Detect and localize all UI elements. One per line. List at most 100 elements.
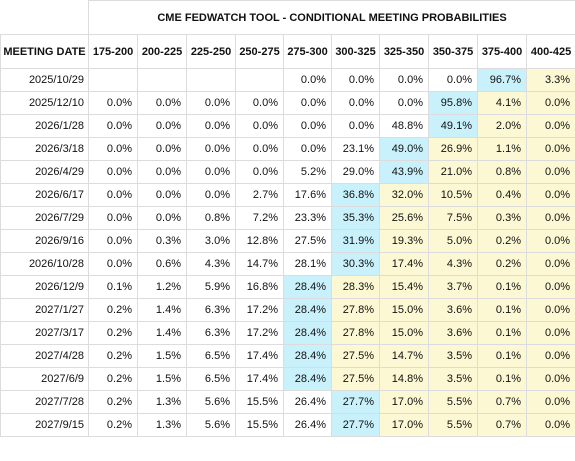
probability-cell: 16.8% (235, 275, 284, 299)
probability-cell: 14.7% (235, 252, 284, 276)
meeting-date-cell: 2026/4/29 (0, 160, 89, 184)
probability-cell: 27.7% (331, 390, 380, 414)
probability-cell: 0.1% (477, 321, 527, 345)
table-row: 2027/7/28 0.2% 1.3% 5.6% 15.5% 26.4% 27.7% 17.0… (0, 390, 575, 414)
probability-cell: 17.6% (283, 183, 332, 207)
probability-cell: 3.5% (428, 367, 478, 391)
table-row: 2026/1/28 0.0% 0.0% 0.0% 0.0% 0.0% 0.0% 48.8% 49… (0, 114, 575, 138)
probability-cell: 6.5% (186, 367, 236, 391)
column-header-range: 400-425 (525, 34, 575, 69)
table-body: 2025/10/29 0.0% 0.0% 0.0% 0.0% 96.7% 3.3% 2025/… (0, 68, 575, 437)
probability-cell: 28.3% (331, 275, 380, 299)
probability-cell: 1.4% (137, 321, 187, 345)
probability-cell: 15.4% (379, 275, 429, 299)
probability-cell: 0.0% (525, 183, 575, 207)
probability-cell: 17.4% (235, 344, 284, 368)
probability-cell: 7.5% (428, 206, 478, 230)
probability-cell (137, 68, 187, 92)
probability-cell: 0.0% (88, 91, 138, 115)
probability-cell: 0.0% (88, 252, 138, 276)
probability-cell: 0.0% (525, 206, 575, 230)
probability-cell: 36.8% (331, 183, 380, 207)
probability-cell: 0.2% (477, 229, 527, 253)
probability-cell: 27.5% (331, 367, 380, 391)
column-header-meeting-date: MEETING DATE (0, 34, 89, 69)
probability-cell: 28.4% (283, 367, 332, 391)
probability-cell: 48.8% (379, 114, 429, 138)
probability-cell: 0.2% (88, 413, 138, 437)
probability-cell: 26.4% (283, 413, 332, 437)
probability-cell: 0.0% (137, 137, 187, 161)
probability-cell: 10.5% (428, 183, 478, 207)
table-row: 2026/6/17 0.0% 0.0% 0.0% 2.7% 17.6% 36.8% 32.0%… (0, 183, 575, 207)
probability-cell: 3.5% (428, 344, 478, 368)
probability-cell: 0.7% (477, 390, 527, 414)
probability-cell: 23.1% (331, 137, 380, 161)
probability-cell: 28.4% (283, 321, 332, 345)
probability-cell: 4.3% (428, 252, 478, 276)
probability-cell (88, 68, 138, 92)
probability-cell (186, 68, 236, 92)
probability-cell: 0.0% (283, 114, 332, 138)
probability-cell: 1.1% (477, 137, 527, 161)
probability-cell: 0.3% (137, 229, 187, 253)
probability-cell: 28.4% (283, 298, 332, 322)
probability-cell: 15.5% (235, 413, 284, 437)
meeting-date-cell: 2026/9/16 (0, 229, 89, 253)
probability-cell: 0.0% (235, 137, 284, 161)
probability-cell: 0.0% (379, 91, 429, 115)
meeting-date-cell: 2025/10/29 (0, 68, 89, 92)
probability-cell: 0.0% (283, 137, 332, 161)
probability-cell: 0.2% (88, 367, 138, 391)
probability-cell: 21.0% (428, 160, 478, 184)
probability-cell: 0.2% (88, 321, 138, 345)
probability-cell: 0.0% (88, 114, 138, 138)
probability-cell: 0.0% (235, 114, 284, 138)
probability-cell: 0.0% (88, 160, 138, 184)
probability-cell: 32.0% (379, 183, 429, 207)
probability-cell: 0.0% (331, 68, 380, 92)
probability-cell: 0.4% (477, 183, 527, 207)
probability-cell: 0.0% (525, 137, 575, 161)
probability-cell: 5.5% (428, 413, 478, 437)
meeting-date-cell: 2027/9/15 (0, 413, 89, 437)
meeting-date-cell: 2026/1/28 (0, 114, 89, 138)
probability-cell: 35.3% (331, 206, 380, 230)
column-header-range: 225-250 (186, 34, 236, 69)
table-row: 2025/10/29 0.0% 0.0% 0.0% 0.0% 96.7% 3.3% (0, 68, 575, 92)
column-header-range: 200-225 (137, 34, 187, 69)
probability-cell: 1.5% (137, 344, 187, 368)
probability-cell: 5.9% (186, 275, 236, 299)
table-row: 2027/9/15 0.2% 1.3% 5.6% 15.5% 26.4% 27.7% 17.0… (0, 413, 575, 437)
table-row: 2026/9/16 0.0% 0.3% 3.0% 12.8% 27.5% 31.9% 19.3… (0, 229, 575, 253)
probability-cell: 2.7% (235, 183, 284, 207)
table-row: 2027/1/27 0.2% 1.4% 6.3% 17.2% 28.4% 27.8% 15.0… (0, 298, 575, 322)
meeting-date-cell: 2026/7/29 (0, 206, 89, 230)
probability-cell: 5.2% (283, 160, 332, 184)
table-row: 2026/7/29 0.0% 0.0% 0.8% 7.2% 23.3% 35.3% 25.6%… (0, 206, 575, 230)
table-corner (0, 0, 89, 35)
probability-cell: 19.3% (379, 229, 429, 253)
probability-cell: 27.5% (331, 344, 380, 368)
meeting-date-cell: 2026/6/17 (0, 183, 89, 207)
probability-cell: 15.0% (379, 321, 429, 345)
probability-cell: 14.7% (379, 344, 429, 368)
probability-cell: 27.8% (331, 298, 380, 322)
probability-cell: 0.0% (137, 91, 187, 115)
column-header-row: MEETING DATE 175-200 200-225 225-250 250-275… (0, 34, 575, 69)
probability-cell: 96.7% (477, 68, 527, 92)
probability-cell: 0.0% (525, 367, 575, 391)
probability-cell: 0.6% (137, 252, 187, 276)
probability-cell: 0.0% (88, 229, 138, 253)
probability-cell: 28.4% (283, 275, 332, 299)
probability-cell: 1.3% (137, 413, 187, 437)
meeting-date-cell: 2027/6/9 (0, 367, 89, 391)
probability-cell: 0.0% (525, 91, 575, 115)
probability-cell: 0.0% (525, 252, 575, 276)
table-row: 2027/6/9 0.2% 1.5% 6.5% 17.4% 28.4% 27.5% 14.8%… (0, 367, 575, 391)
probability-cell: 0.3% (477, 206, 527, 230)
probability-cell: 6.5% (186, 344, 236, 368)
probability-cell: 43.9% (379, 160, 429, 184)
probability-cell: 0.0% (525, 275, 575, 299)
table-row: 2027/4/28 0.2% 1.5% 6.5% 17.4% 28.4% 27.5% 14.7… (0, 344, 575, 368)
